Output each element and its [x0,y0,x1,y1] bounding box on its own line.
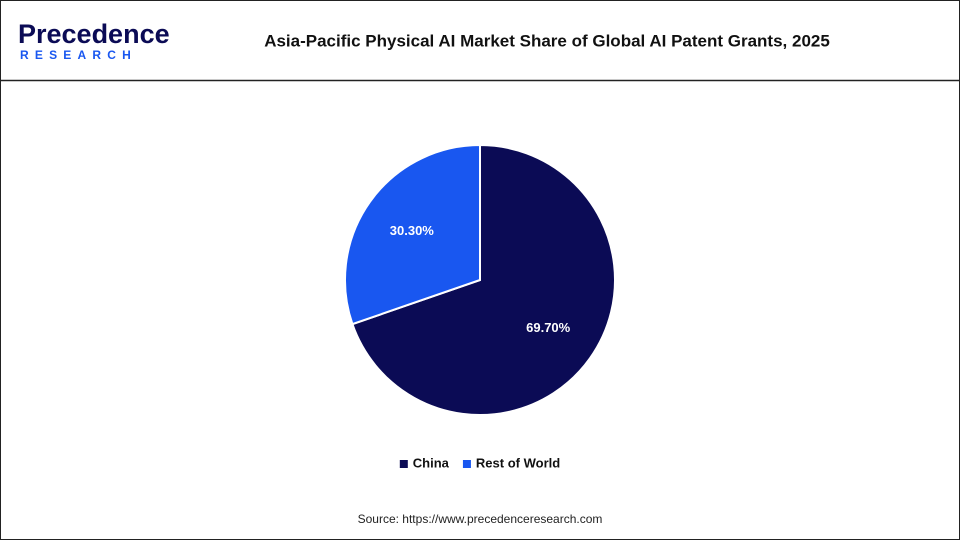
legend-label: China [413,455,450,470]
legend-label: Rest of World [476,455,560,470]
logo-name: Precedence [18,19,170,49]
value-label: 30.30% [390,223,435,238]
chart-title: Asia-Pacific Physical AI Market Share of… [264,31,830,50]
legend-swatch [400,460,408,468]
value-label: 69.70% [526,320,571,335]
logo-tagline: RESEARCH [20,48,137,62]
source: Source: https://www.precedenceresearch.c… [358,512,603,526]
legend-swatch [463,460,471,468]
